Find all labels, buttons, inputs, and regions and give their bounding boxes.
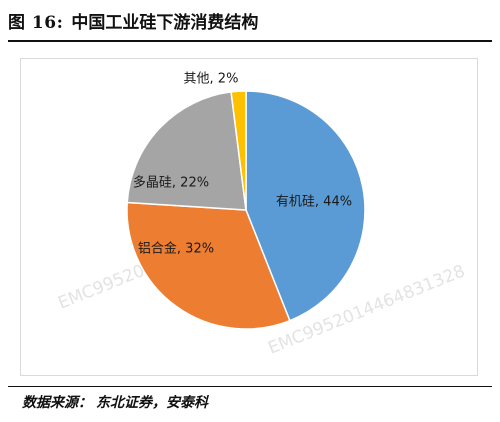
data-label-organic-silicon: 有机硅, 44% (276, 195, 352, 210)
slice-polysilicon (126, 91, 247, 211)
data-label-other: 其他, 2% (184, 72, 239, 87)
source-label: 数据来源： (22, 395, 92, 411)
slice-other (230, 90, 247, 211)
figure-title-text: 中国工业硅下游消费结构 (71, 13, 259, 33)
pie-slices (126, 90, 366, 330)
pie-chart: EMC9952014464831328EMC9952014464831328EM… (55, 72, 468, 359)
source-text: 东北证券，安泰科 (96, 395, 208, 411)
source-note: 数据来源： 东北证券，安泰科 (22, 392, 208, 412)
slice-aluminum-alloy (126, 201, 291, 330)
title-rule (8, 40, 492, 42)
chart-frame: EMC9952014464831328EMC9952014464831328EM… (20, 58, 478, 376)
figure-label: 图 16: (8, 13, 64, 33)
pie-labels: 有机硅, 44% 铝合金, 32% 多晶硅, 22% 其他, 2% (133, 72, 352, 257)
data-label-aluminum-alloy: 铝合金, 32% (138, 241, 214, 257)
data-label-polysilicon: 多晶硅, 22% (133, 175, 209, 191)
slice-organic-silicon (245, 90, 366, 322)
figure-title: 图 16: 中国工业硅下游消费结构 (8, 8, 258, 34)
source-rule (8, 386, 492, 387)
